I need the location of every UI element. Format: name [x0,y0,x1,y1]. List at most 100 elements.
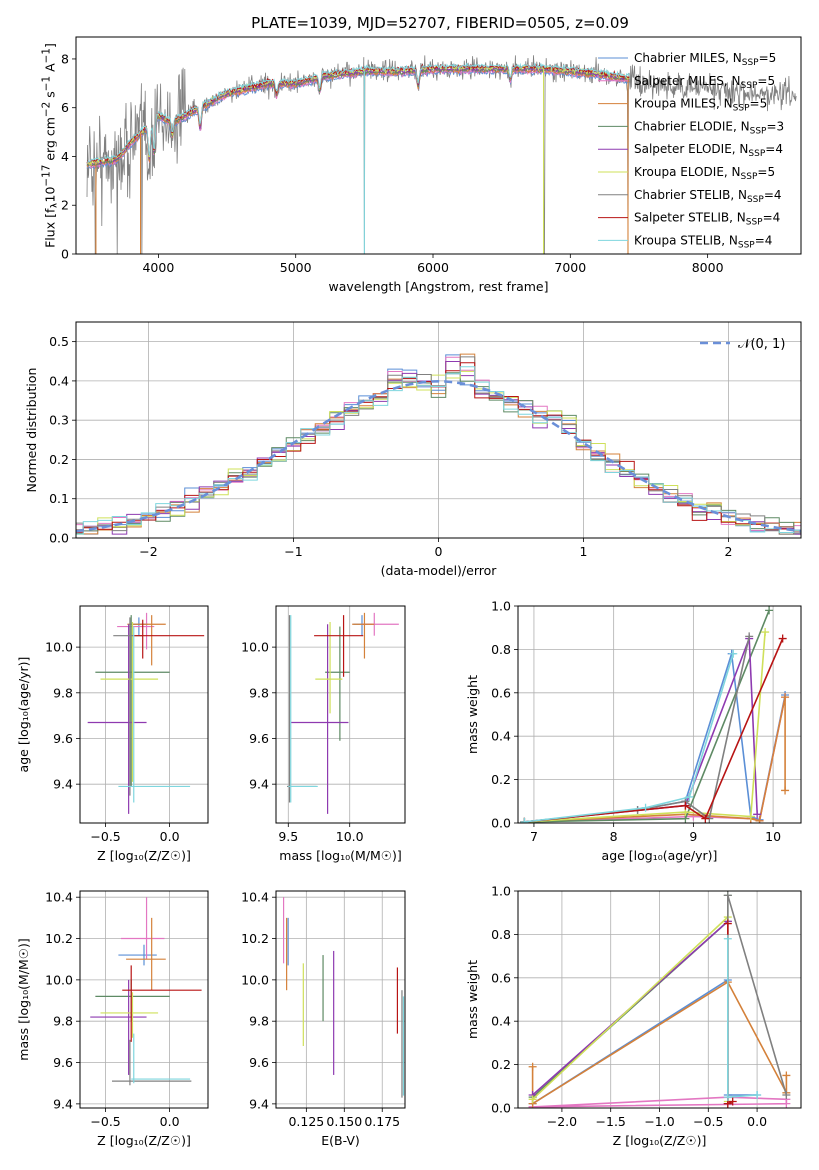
spectrum-legend: Chabrier MILES, NSSP=5 Salpeter MILES, NS… [598,51,784,250]
x-tick-label: 0.150 [326,1114,362,1129]
series-line [524,653,786,823]
age_vs_Z-axes: −0.5 0.0 9.4 9.6 9.8 10.0 Z [log₁₀(Z/Z☉)] age [… [16,606,208,863]
errorbar-salpeter-stelib [122,965,202,1042]
x-axis-label: wavelength [Angstrom, rest frame] [328,279,548,294]
series-point [755,816,764,823]
y-tick-label: 0.6 [491,970,511,985]
y-tick-label: 10.0 [241,640,269,655]
y-tick-label: 0.2 [491,1057,511,1072]
y-tick-label: 8 [61,51,69,66]
x-tick-label: 9 [689,829,697,844]
y-tick-label: 0.0 [491,1101,511,1116]
mass_vs_ebv-frame [275,890,406,1109]
y-tick-label: 10.2 [45,931,73,946]
legend-label: Chabrier ELODIE, NSSP=3 [634,119,784,136]
series-point [781,786,790,795]
x-tick-label: 0.175 [364,1114,400,1129]
weight_vs_Z-frame [517,890,802,1109]
x-tick-label: 4000 [142,260,174,275]
y-tick-label: 9.4 [53,777,73,792]
x-tick-label: 0.0 [160,1114,180,1129]
y-axis-label: Flux [fλ10−17 erg cm−2 s−1 A−1] [40,43,56,248]
x-tick-label: 0.0 [747,1114,767,1129]
y-tick-label: 0 [61,247,69,262]
x-axis-label: Z [log₁₀(Z/Z☉)] [97,1133,191,1148]
y-tick-label: 9.4 [249,777,269,792]
x-tick-label: 5000 [280,260,312,275]
series-line [524,631,766,823]
errorbar-kroupa-miles [126,917,166,991]
age_vs_mass-axes: 9.5 10.0 9.4 9.6 9.8 10.0 mass [log₁₀(M/M☉)] [241,606,405,863]
x-tick-label: −1.0 [644,1114,674,1129]
y-tick-label: 0.0 [49,531,69,546]
series-line [524,638,784,823]
legend-label: Salpeter ELODIE, NSSP=4 [634,142,783,159]
y-tick-label: 9.4 [249,1096,269,1111]
mass_vs_Z-frame [79,890,209,1109]
y-tick-label: 0.8 [491,642,511,657]
series-point [782,1099,791,1108]
x-tick-label: 1 [580,544,588,559]
histogram-kroupa-miles [76,353,801,535]
series-point [641,803,650,812]
x-tick-label: 0 [435,544,443,559]
residuals-frame [75,321,802,539]
x-tick-label: 2 [725,544,733,559]
errorbar-kroupa-elodie [100,992,159,1038]
errorbar-kroupa-elodie [100,621,159,782]
errorbar-kroupa-miles [127,615,166,666]
x-tick-label: 10.0 [336,829,364,844]
errorbar-chabrier-stelib [287,615,317,803]
x-tick-label: 0.125 [288,1114,324,1129]
y-tick-label: 0.4 [491,729,511,744]
y-tick-label: 1.0 [491,599,511,614]
y-tick-label: 9.8 [249,1014,269,1029]
y-tick-label: 0.4 [49,373,69,388]
series-point [778,634,787,643]
y-tick-label: 0.3 [49,413,69,428]
series-point [782,1071,791,1080]
series-point [753,810,762,819]
errorbar-chabrier-miles [353,615,372,636]
series-point [528,1095,537,1104]
series-point [729,649,738,658]
legend-label: Salpeter MILES, NSSP=5 [634,74,775,91]
series-point [723,1093,732,1102]
series-line [524,653,734,823]
x-tick-label: −0.5 [693,1114,723,1129]
y-axis-label: mass weight [465,675,480,754]
errorbar-salpeter-elodie [290,624,349,814]
x-tick-label: 0.0 [160,829,180,844]
x-tick-label: 7000 [554,260,586,275]
y-tick-label: 10.0 [45,972,73,987]
errorbar-chabrier-stelib [112,1039,192,1086]
series-point [781,693,790,702]
legend-label: Kroupa STELIB, NSSP=4 [634,233,772,250]
age_vs_Z-frame [79,605,209,824]
y-tick-label: 10.4 [241,890,269,905]
x-tick-label: −2.0 [547,1114,577,1129]
series-salpeter-elodie [520,634,762,823]
x-tick-label: 6000 [417,260,449,275]
legend-label: Kroupa ELODIE, NSSP=5 [634,165,775,182]
figure-title: PLATE=1039, MJD=52707, FIBERID=0505, z=0… [251,14,629,32]
x-tick-label: −1.5 [596,1114,626,1129]
x-axis-label: mass [log₁₀(M/M☉)] [279,848,401,863]
y-tick-label: 4 [61,149,69,164]
y-tick-label: 10.4 [45,890,73,905]
x-tick-label: 9.5 [278,829,298,844]
y-axis-label: Normed distribution [24,368,39,493]
errorbar-kroupa-stelib [288,615,318,803]
y-tick-label: 6 [61,100,69,115]
series-point [685,792,694,801]
errorbar-salpeter-miles [120,897,165,960]
legend-label: Chabrier MILES, NSSP=5 [634,51,776,68]
errorbar-kroupa-stelib [131,1033,191,1084]
errorbar-chabrier-elodie [325,626,350,741]
series-salpeter-elodie [528,917,732,1108]
weight_vs_age-frame [517,605,802,824]
legend-label: Kroupa MILES, NSSP=5 [634,97,767,114]
series-point [753,1090,762,1099]
y-tick-label: 9.6 [249,731,269,746]
